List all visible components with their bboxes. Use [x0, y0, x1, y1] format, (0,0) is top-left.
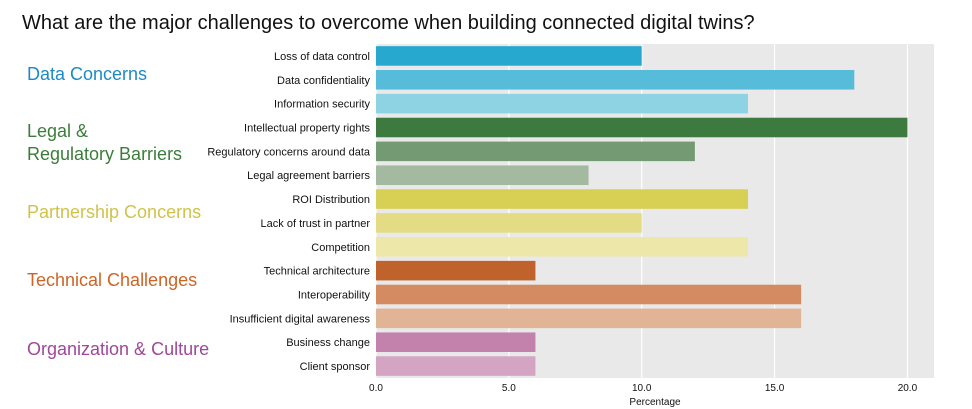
category-label: Loss of data control — [274, 51, 370, 63]
group-label: Organization & Culture — [27, 339, 210, 359]
bar — [376, 189, 748, 209]
category-label: ROI Distribution — [292, 194, 370, 206]
category-label: Data confidentiality — [277, 75, 370, 87]
group-label: Data Concerns — [27, 64, 148, 84]
bar — [376, 141, 695, 162]
category-label: Regulatory concerns around data — [207, 146, 371, 158]
bar — [376, 284, 802, 305]
bar — [376, 117, 908, 138]
category-label: Lack of trust in partner — [261, 218, 371, 230]
bar — [376, 237, 748, 257]
bar — [376, 165, 589, 185]
category-label: Technical architecture — [264, 266, 370, 278]
bar — [376, 356, 536, 376]
category-label: Client sponsor — [300, 361, 371, 373]
category-label: Information security — [274, 99, 370, 111]
bar — [376, 93, 748, 114]
bar — [376, 46, 642, 66]
group-label: Partnership Concerns — [27, 202, 202, 222]
category-label: Intellectual property rights — [244, 123, 370, 135]
bar — [376, 213, 642, 233]
x-axis-label: Percentage — [629, 397, 681, 408]
category-label: Insufficient digital awareness — [230, 313, 371, 325]
x-tick-label: 10.0 — [632, 383, 652, 394]
x-tick-label: 0.0 — [369, 383, 383, 394]
chart-title: What are the major challenges to overcom… — [22, 12, 755, 34]
category-label: Competition — [311, 242, 370, 254]
category-label: Interoperability — [298, 290, 371, 302]
bar — [376, 70, 855, 90]
bar — [376, 308, 802, 329]
group-label: Technical Challenges — [27, 270, 198, 290]
bar — [376, 260, 536, 281]
category-label: Business change — [286, 337, 370, 349]
group-label: Legal & Regulatory Barriers — [27, 121, 183, 164]
x-tick-label: 5.0 — [502, 383, 516, 394]
category-label: Legal agreement barriers — [247, 170, 370, 182]
x-tick-label: 20.0 — [898, 383, 918, 394]
bar — [376, 332, 536, 352]
x-tick-label: 15.0 — [765, 383, 785, 394]
